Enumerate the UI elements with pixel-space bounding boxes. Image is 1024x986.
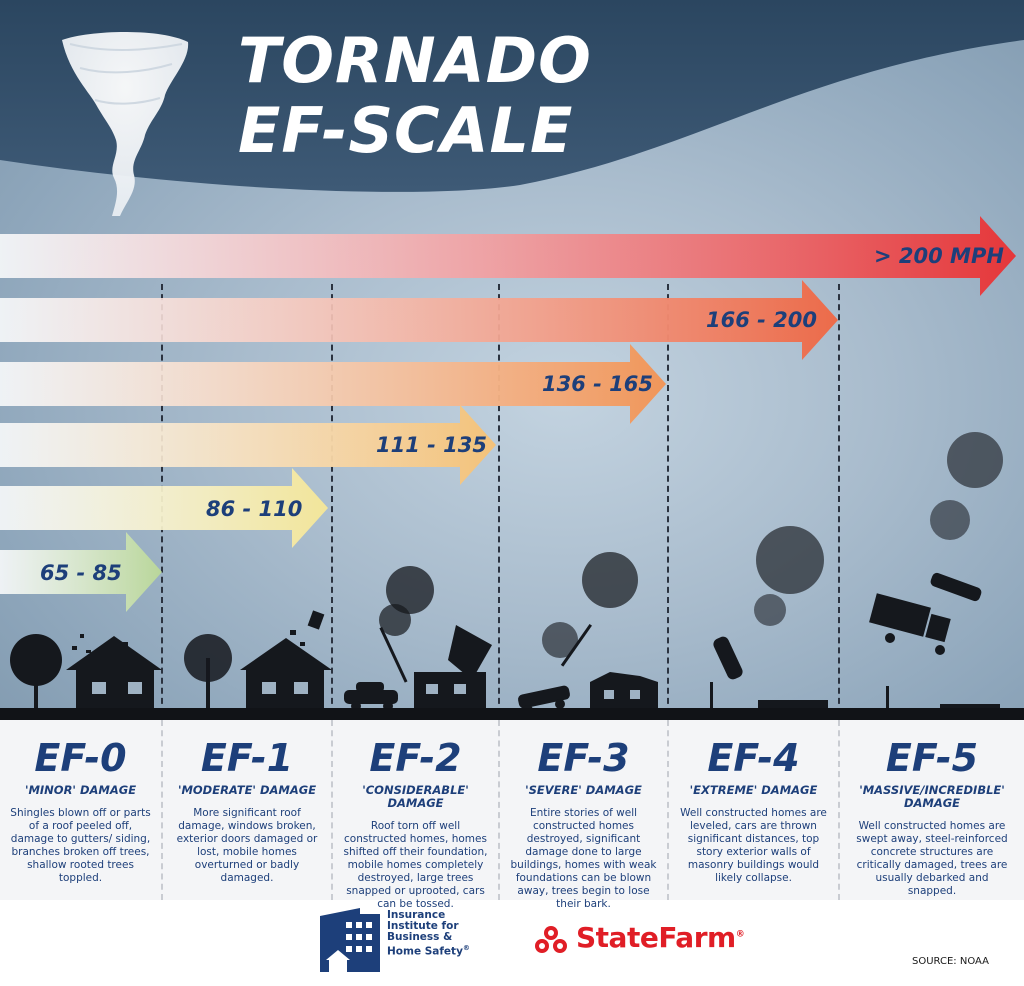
car-icon [713,636,743,680]
level-ef5: EF-5 'MASSIVE/INCREDIBLE' DAMAGE Well co… [840,720,1024,900]
debris-icon [379,566,434,683]
ibhs-registered: ® [462,944,470,952]
level-ef4: EF-4 'EXTREME' DAMAGE Well constructed h… [669,720,838,900]
arrow-ef5 [0,216,1016,296]
damage-description: Shingles blown off or parts of a roof pe… [10,807,151,884]
ibhs-name: Insurance Institute for Business & Home … [387,909,463,958]
level-ef1: EF-1 'MODERATE' DAMAGE More significant … [163,720,331,900]
column-divider [667,284,669,714]
level-name: EF-2 [369,736,462,780]
damage-rating: 'EXTREME' DAMAGE [689,783,818,797]
statefarm-registered: ® [735,929,745,940]
level-name: EF-1 [200,736,294,780]
column-divider [498,284,500,714]
arrow-ef4 [0,280,838,360]
level-name: EF-4 [707,736,800,780]
damage-rating: 'MODERATE' DAMAGE [177,783,317,797]
title-banner [0,0,1024,192]
descriptions-panel [0,720,1024,900]
ibhs-logo-text: Insurance Institute for Business & Home … [387,910,487,958]
speed-label-ef1: 86 - 110 [206,497,303,521]
speed-label-ef0: 65 - 85 [40,561,122,585]
level-ef2: EF-2 'CONSIDERABLE' DAMAGE Roof torn off… [333,720,498,910]
tornado-icon [62,32,189,216]
source-note: SOURCE: NOAA [912,956,989,967]
debris-icon [930,432,1003,540]
level-ef3: EF-3 'SEVERE' DAMAGE Entire stories of w… [500,720,667,910]
arrow-ef1 [0,468,328,548]
damage-description: Well constructed homes are leveled, cars… [680,807,827,884]
column-divider [331,284,333,714]
level-ef0: EF-0 'MINOR' DAMAGE Shingles blown off o… [0,720,161,900]
speed-label-ef2: 111 - 135 [376,433,488,457]
arrow-ef2 [0,405,496,485]
debris-icon [754,526,824,626]
panel-divider [838,720,840,900]
level-name: EF-3 [537,736,630,780]
panel-divider [331,720,333,900]
house-icon [590,672,658,710]
panel-divider [161,720,163,900]
statefarm-logo-text: StateFarm® [576,921,745,954]
arrow-ef3 [0,344,666,424]
speed-label-ef3: 136 - 165 [542,372,654,396]
tree-icon [10,634,62,710]
damage-description: Well constructed homes are swept away, s… [856,820,1008,897]
car-icon [930,572,982,602]
damage-description: Roof torn off well constructed homes, ho… [343,820,488,910]
truck-icon [869,593,951,655]
arrow-ef0 [0,532,162,612]
house-icon [414,625,492,710]
title-line-2: EF-SCALE [238,94,574,167]
house-icon [66,636,162,710]
ibhs-logo-icon [320,908,380,972]
speed-label-ef4: 166 - 200 [706,308,818,332]
speed-label-ef5: > 200 MPH [874,244,1004,268]
statefarm-logo-icon [535,926,567,953]
title-line-1: TORNADO [238,24,592,97]
damage-rating: 'CONSIDERABLE' DAMAGE [362,783,469,810]
tree-icon [184,634,232,710]
car-icon [344,682,398,711]
damage-rating: 'MASSIVE/INCREDIBLE' DAMAGE [859,783,1005,810]
logo-strip [0,900,1024,986]
damage-scene [10,432,1003,715]
panel-divider [498,720,500,900]
debris-icon [542,552,638,667]
damage-description: More significant roof damage, windows br… [176,807,318,884]
panel-divider [667,720,669,900]
level-name: EF-0 [34,736,127,780]
statefarm-name: StateFarm [576,921,736,954]
ground-bar [0,708,1024,720]
column-divider [838,284,840,714]
damage-rating: 'SEVERE' DAMAGE [525,783,642,797]
house-icon [240,638,332,710]
level-name: EF-5 [885,736,979,780]
damage-rating: 'MINOR' DAMAGE [24,783,137,797]
damage-description: Entire stories of well constructed homes… [510,807,657,910]
